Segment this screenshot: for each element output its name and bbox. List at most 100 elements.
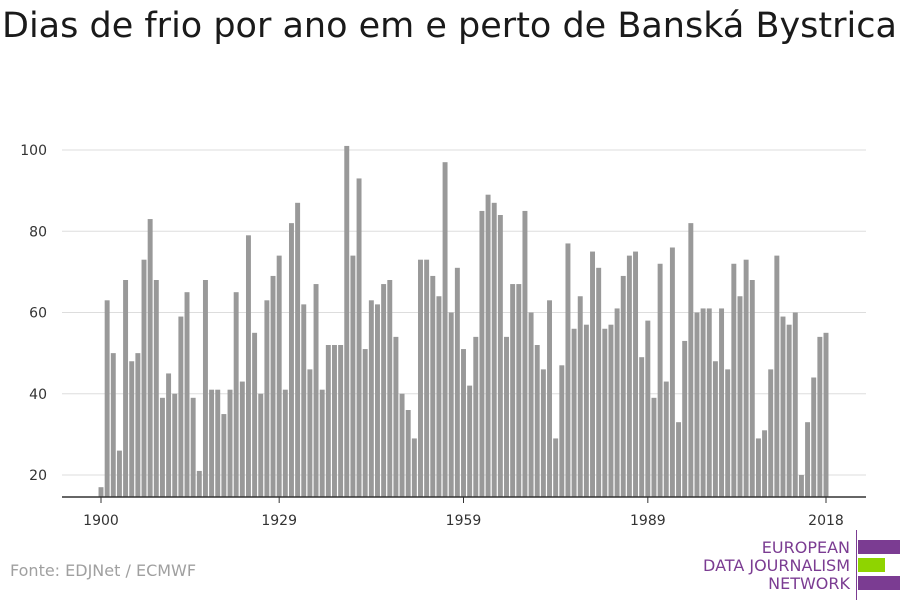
bar-1923 (239, 381, 245, 497)
bar-1959 (461, 349, 466, 497)
bar-1975 (559, 365, 565, 497)
bar-1950 (405, 410, 411, 497)
y-tick-label: 80 (29, 224, 47, 240)
bar-1982 (602, 328, 608, 497)
bars (98, 145, 829, 497)
bar-2017 (817, 336, 823, 497)
bar-1995 (682, 340, 688, 497)
bar-1938 (332, 345, 337, 497)
bar-1922 (233, 292, 239, 497)
bar-1940 (344, 145, 350, 497)
bar-1987 (633, 251, 639, 497)
bar-1942 (356, 178, 362, 497)
bar-2010 (774, 255, 780, 497)
bar-2015 (805, 422, 811, 497)
y-tick-label: 100 (20, 143, 47, 159)
bar-1925 (252, 332, 258, 497)
bar-1962 (479, 210, 485, 497)
bar-1971 (534, 345, 540, 497)
bar-1933 (301, 304, 307, 497)
bar-1976 (565, 243, 571, 497)
bar-1974 (553, 438, 559, 497)
y-tick-label: 40 (29, 387, 47, 403)
bar-1948 (393, 336, 399, 497)
bar-1992 (663, 381, 669, 497)
bar-1910 (159, 397, 165, 497)
bar-1980 (590, 251, 595, 497)
bar-2004 (737, 296, 743, 497)
bar-1904 (123, 280, 129, 497)
bar-2003 (731, 263, 737, 497)
x-tick-label: 2018 (808, 513, 844, 529)
bar-1969 (522, 210, 528, 497)
bar-1946 (381, 284, 387, 497)
bar-2016 (811, 377, 817, 497)
bar-1952 (418, 259, 423, 497)
bar-1914 (184, 292, 190, 497)
bar-1916 (196, 470, 202, 497)
bar-1964 (491, 202, 497, 497)
logo-bar-top (858, 540, 900, 554)
bar-1963 (485, 194, 491, 497)
bar-1926 (258, 393, 264, 497)
bar-1915 (190, 397, 196, 497)
bar-1997 (694, 312, 700, 497)
bar-1903 (116, 450, 122, 497)
logo-divider (856, 530, 857, 600)
edjnet-logo: EUROPEAN DATA JOURNALISM NETWORK (700, 530, 900, 600)
bar-1934 (307, 369, 313, 497)
bar-1945 (375, 304, 380, 497)
bar-1966 (504, 336, 509, 497)
bar-1939 (338, 345, 344, 497)
bar-1981 (596, 267, 602, 497)
bar-1965 (497, 215, 503, 497)
bar-1927 (264, 300, 270, 497)
bar-1917 (202, 280, 208, 497)
x-tick-label: 1900 (83, 513, 119, 529)
bar-1957 (448, 312, 454, 497)
bar-1932 (295, 202, 301, 497)
logo-bar-middle (858, 558, 885, 572)
logo-line-european: EUROPEAN (761, 538, 850, 557)
bar-1958 (454, 267, 460, 497)
bar-1929 (276, 255, 282, 497)
bar-1930 (282, 389, 288, 497)
bar-1978 (577, 296, 583, 497)
bar-1994 (676, 422, 682, 497)
x-tick-label: 1929 (261, 513, 297, 529)
bar-1986 (626, 255, 632, 497)
bar-1960 (467, 385, 473, 497)
bar-1984 (614, 308, 620, 497)
bar-2012 (786, 324, 792, 497)
bar-1951 (411, 438, 417, 497)
bar-1991 (657, 263, 663, 497)
y-tick-label: 60 (29, 306, 47, 322)
bar-1968 (516, 284, 522, 497)
bar-1924 (245, 235, 251, 497)
bar-1900 (98, 487, 104, 497)
bar-2000 (712, 361, 718, 497)
bar-1935 (313, 284, 319, 497)
bar-1921 (227, 389, 233, 497)
x-tick-label: 1989 (630, 513, 666, 529)
bar-2018 (823, 332, 829, 497)
bar-1956 (442, 162, 448, 497)
x-tick-label: 1959 (446, 513, 482, 529)
bar-2006 (749, 280, 755, 497)
bar-1913 (178, 316, 184, 497)
bar-1983 (608, 324, 614, 497)
bar-1985 (620, 275, 626, 497)
bar-1999 (706, 308, 712, 497)
bar-1961 (473, 336, 479, 497)
bar-1973 (547, 300, 552, 497)
bar-2001 (719, 308, 725, 497)
bar-1943 (362, 349, 368, 497)
bar-1988 (639, 357, 645, 497)
bar-1919 (215, 389, 221, 497)
bar-1906 (135, 353, 141, 497)
bar-1911 (166, 373, 172, 497)
bar-1928 (270, 275, 276, 497)
bar-1908 (147, 219, 153, 497)
